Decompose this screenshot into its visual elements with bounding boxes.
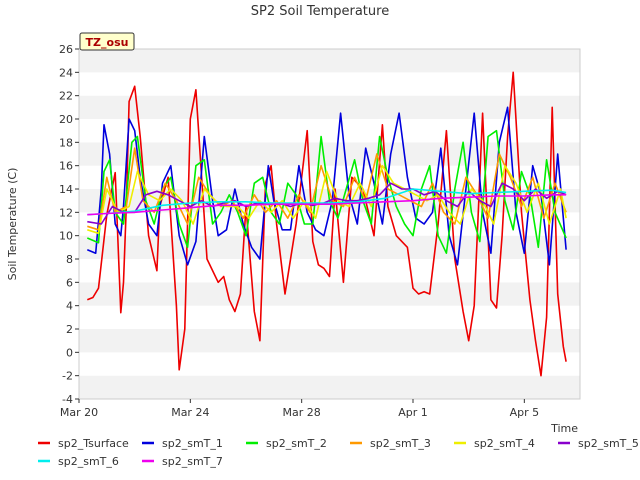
series-line-sp2_smT_4 [87, 164, 567, 235]
annotation-box: TZ_osu [79, 32, 135, 51]
legend-label: sp2_smT_4 [474, 437, 535, 450]
legend-item: sp2_smT_5 [558, 437, 639, 450]
y-tick: 4 [66, 300, 79, 313]
grid-band [79, 119, 580, 143]
grid-band [79, 95, 580, 119]
chart-title: SP2 Soil Temperature [251, 4, 389, 19]
series-line-sp2_smT_1 [86, 106, 567, 266]
y-tick: 6 [66, 276, 79, 289]
legend-item: sp2_smT_3 [350, 437, 431, 450]
x-tick-label: Apr 1 [398, 406, 428, 419]
legend: sp2_Tsurface sp2_smT_1 sp2_smT_2 sp2_smT_3 s… [38, 437, 639, 468]
legend-item: sp2_smT_4 [454, 437, 535, 450]
series-line-sp2_smT_5 [87, 182, 567, 225]
legend-label: sp2_smT_1 [162, 437, 223, 450]
y-tick: 24 [59, 66, 79, 79]
y-tick: -2 [62, 370, 79, 383]
grid-band [79, 235, 580, 259]
grid-band [79, 142, 580, 166]
series-line-sp2_smT_3 [87, 147, 567, 231]
x-tick: Apr 1 [398, 399, 428, 419]
x-axis-label: Time [550, 422, 578, 435]
x-tick-label: Apr 5 [510, 406, 540, 419]
y-tick: 8 [66, 253, 79, 266]
y-tick-label: 18 [59, 136, 73, 149]
legend-item: sp2_Tsurface [38, 437, 129, 450]
series-line-sp2_smT_6 [87, 188, 567, 216]
x-tick: Mar 20 [60, 399, 98, 419]
legend-label: sp2_smT_7 [162, 455, 223, 468]
x-tick-label: Mar 28 [283, 406, 321, 419]
x-tick: Mar 24 [171, 399, 209, 419]
y-tick-label: 16 [59, 160, 73, 173]
y-tick-label: 0 [66, 346, 73, 359]
y-tick: 20 [59, 113, 79, 126]
y-tick-label: 24 [59, 66, 73, 79]
y-tick-label: 14 [59, 183, 73, 196]
y-tick: 12 [59, 206, 79, 219]
legend-label: sp2_smT_6 [58, 455, 119, 468]
x-tick: Apr 5 [510, 399, 540, 419]
y-tick-label: -2 [62, 370, 73, 383]
y-tick: -4 [62, 393, 79, 406]
grid-band [79, 375, 580, 399]
grid-band [79, 329, 580, 353]
legend-item: sp2_smT_6 [38, 455, 119, 468]
series-lines [86, 71, 567, 377]
legend-item: sp2_smT_1 [142, 437, 223, 450]
plot-frame [78, 48, 581, 400]
legend-label: sp2_smT_5 [578, 437, 639, 450]
x-tick-label: Mar 24 [171, 406, 209, 419]
legend-label: sp2_Tsurface [58, 437, 129, 450]
grid-band [79, 305, 580, 329]
y-tick: 16 [59, 160, 79, 173]
y-tick-label: 4 [66, 300, 73, 313]
legend-label: sp2_smT_2 [266, 437, 327, 450]
grid-band [79, 49, 580, 73]
y-tick-label: -4 [62, 393, 73, 406]
grid-band [79, 282, 580, 306]
y-tick-label: 2 [66, 323, 73, 336]
annotation-label: TZ_osu [86, 36, 129, 49]
y-tick: 22 [59, 90, 79, 103]
legend-label: sp2_smT_3 [370, 437, 431, 450]
grid-band [79, 72, 580, 96]
y-tick-label: 22 [59, 90, 73, 103]
y-tick-label: 8 [66, 253, 73, 266]
y-axis-label: Soil Temperature (C) [6, 168, 19, 281]
series-line-sp2_Tsurface [86, 71, 567, 377]
y-tick: 0 [66, 346, 79, 359]
y-tick: 10 [59, 230, 79, 243]
series-line-sp2_smT_7 [87, 194, 567, 216]
x-tick-label: Mar 20 [60, 406, 98, 419]
y-tick: 18 [59, 136, 79, 149]
legend-item: sp2_smT_7 [142, 455, 223, 468]
y-tick-label: 20 [59, 113, 73, 126]
y-tick-label: 10 [59, 230, 73, 243]
y-tick-label: 6 [66, 276, 73, 289]
x-tick: Mar 28 [283, 399, 321, 419]
y-tick: 14 [59, 183, 79, 196]
y-tick: 2 [66, 323, 79, 336]
x-axis-ticks: Mar 20 Mar 24 Mar 28 Apr 1 Apr 5 [60, 399, 539, 419]
legend-item: sp2_smT_2 [246, 437, 327, 450]
y-tick-label: 12 [59, 206, 73, 219]
y-tick: 26 [59, 43, 79, 56]
grid-band [79, 352, 580, 376]
y-tick-label: 26 [59, 43, 73, 56]
